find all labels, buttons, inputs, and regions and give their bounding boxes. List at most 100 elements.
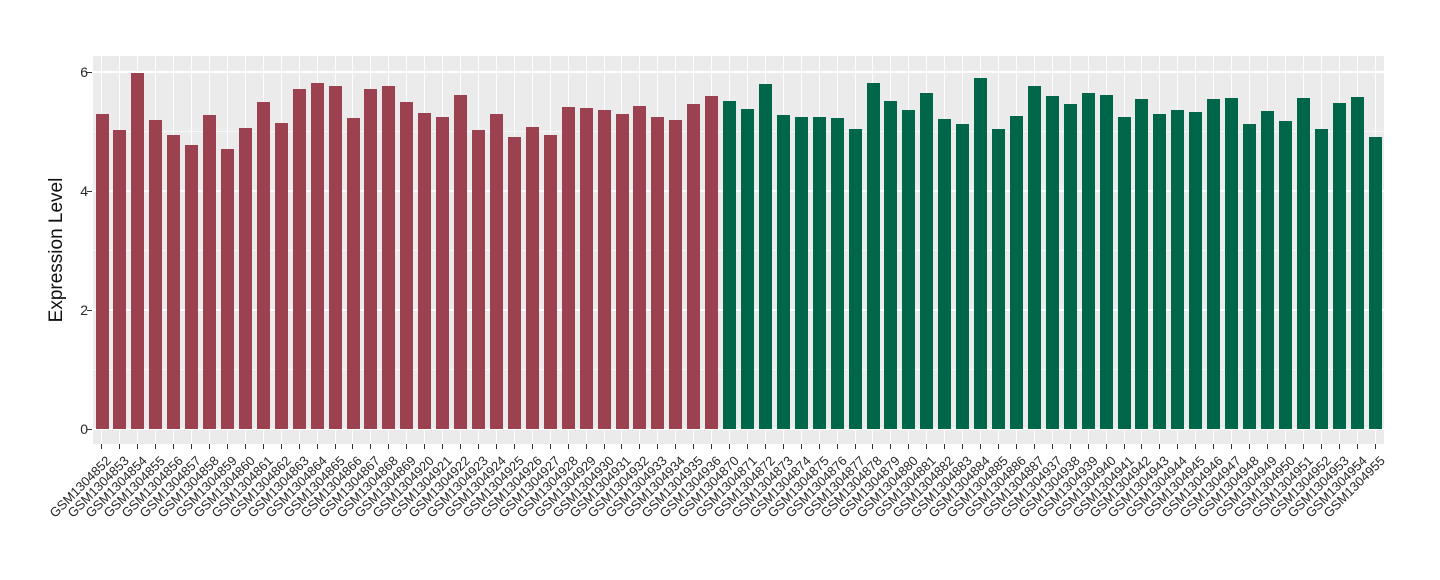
x-tick-mark (496, 444, 497, 449)
x-tick-mark (711, 444, 712, 449)
x-tick-mark (621, 444, 622, 449)
x-tick-mark (460, 444, 461, 449)
x-tick-mark (980, 444, 981, 449)
y-tick-label-4: 4 (80, 183, 88, 199)
bar-GSM1304863 (292, 89, 306, 429)
x-tick-mark (657, 444, 658, 449)
x-tick-mark (406, 444, 407, 449)
bar-GSM1304924 (489, 114, 503, 429)
bar-GSM1304920 (418, 113, 432, 429)
plot-panel (93, 56, 1384, 444)
bar-GSM1304872 (758, 83, 772, 429)
y-tick-mark (87, 310, 92, 311)
x-tick-mark (586, 444, 587, 449)
y-tick-mark (87, 72, 92, 73)
x-tick-mark (227, 444, 228, 449)
x-tick-mark (1034, 444, 1035, 449)
x-tick-mark (299, 444, 300, 449)
bar-GSM1304940 (1099, 94, 1113, 429)
x-tick-mark (1088, 444, 1089, 449)
bar-GSM1304886 (1009, 116, 1023, 429)
bar-GSM1304859 (221, 148, 234, 429)
y-tick-mark (87, 429, 92, 430)
x-tick-mark (604, 444, 605, 449)
x-tick-mark (962, 444, 963, 449)
x-tick-mark (191, 444, 192, 449)
y-axis-title-text: Expression Level (46, 177, 67, 323)
x-tick-mark (729, 444, 730, 449)
x-tick-mark (890, 444, 891, 449)
bar-GSM1304885 (992, 129, 1005, 429)
x-tick-mark (747, 444, 748, 449)
bar-GSM1304950 (1278, 120, 1292, 429)
y-tick-label-6: 6 (80, 64, 88, 80)
bar-GSM1304865 (328, 86, 342, 429)
bar-GSM1304862 (274, 122, 288, 429)
bar-GSM1304934 (669, 120, 683, 429)
x-tick-mark (1141, 444, 1142, 449)
x-tick-mark (1195, 444, 1196, 449)
bar-GSM1304867 (364, 88, 378, 429)
bar-GSM1304861 (256, 101, 270, 430)
x-tick-mark (1070, 444, 1071, 449)
bar-GSM1304854 (131, 73, 145, 429)
x-tick-mark (514, 444, 515, 449)
bar-GSM1304942 (1135, 99, 1149, 429)
x-tick-mark (1231, 444, 1232, 449)
bar-GSM1304883 (956, 124, 970, 429)
bar-GSM1304856 (167, 135, 181, 429)
bar-GSM1304955 (1368, 137, 1382, 429)
minor-gridline-y5 (93, 131, 1384, 132)
bar-GSM1304949 (1261, 110, 1274, 429)
bar-GSM1304879 (884, 101, 898, 429)
bar-GSM1304930 (597, 110, 611, 429)
bar-GSM1304887 (1027, 86, 1041, 429)
x-tick-mark (317, 444, 318, 449)
x-tick-mark (765, 444, 766, 449)
x-tick-mark (998, 444, 999, 449)
bar-GSM1304852 (95, 114, 109, 429)
bar-GSM1304878 (866, 82, 880, 429)
x-tick-mark (1124, 444, 1125, 449)
bar-GSM1304937 (1045, 95, 1059, 429)
x-tick-mark (1177, 444, 1178, 449)
x-tick-mark (245, 444, 246, 449)
bar-GSM1304935 (687, 104, 701, 429)
x-tick-mark (1321, 444, 1322, 449)
bar-GSM1304936 (705, 96, 719, 429)
bar-GSM1304928 (561, 106, 575, 429)
bar-GSM1304875 (812, 116, 826, 429)
bar-GSM1304933 (651, 116, 665, 429)
x-tick-mark (1249, 444, 1250, 449)
x-tick-mark (783, 444, 784, 449)
bar-GSM1304870 (723, 101, 736, 429)
minor-gridline-y1 (93, 369, 1384, 370)
x-tick-mark (819, 444, 820, 449)
bar-GSM1304871 (741, 108, 754, 429)
bar-GSM1304927 (543, 135, 557, 429)
x-tick-mark (872, 444, 873, 449)
x-tick-mark (550, 444, 551, 449)
major-gridline-y0 (93, 428, 1384, 430)
x-tick-mark (209, 444, 210, 449)
x-tick-mark (137, 444, 138, 449)
x-tick-mark (1106, 444, 1107, 449)
x-tick-mark (1357, 444, 1358, 449)
x-tick-mark (388, 444, 389, 449)
bar-GSM1304939 (1081, 92, 1095, 429)
x-tick-mark (801, 444, 802, 449)
x-tick-mark (837, 444, 838, 449)
major-gridline-y2 (93, 309, 1384, 311)
bar-GSM1304855 (149, 119, 163, 429)
x-tick-mark (926, 444, 927, 449)
x-tick-mark (944, 444, 945, 449)
bar-GSM1304874 (794, 117, 808, 429)
major-gridline-y6 (93, 71, 1384, 73)
x-tick-mark (352, 444, 353, 449)
bar-GSM1304873 (776, 114, 790, 429)
x-tick-mark (1375, 444, 1376, 449)
bar-GSM1304866 (346, 118, 360, 429)
x-tick-mark (908, 444, 909, 449)
bar-GSM1304868 (382, 86, 396, 429)
bar-GSM1304884 (974, 77, 988, 429)
